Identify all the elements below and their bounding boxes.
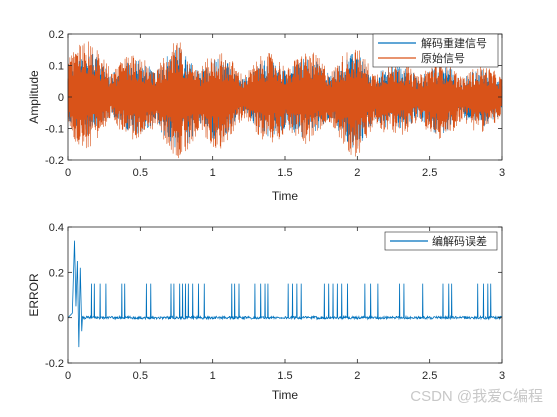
bottom-plot-ytick-label: 0.2 — [49, 267, 64, 279]
bottom-plot-xtick-label: 0.5 — [133, 370, 148, 382]
top-plot-ytick-label: 0 — [58, 92, 64, 104]
bottom-plot-xtick-label: 2.5 — [422, 370, 437, 382]
series-line-error — [67, 240, 503, 348]
top-plot-legend: 解码重建信号 原始信号 — [372, 33, 499, 68]
bottom-plot-xtick-label: 2 — [354, 370, 360, 382]
bottom-plot-legend: 编解码误差 — [384, 231, 498, 251]
top-plot-xtick-label: 2 — [354, 167, 360, 179]
watermark: CSDN @我爱C编程 — [410, 388, 543, 405]
bottom-plot-xlabel: Time — [272, 388, 299, 402]
top-plot-xtick-label: 0 — [65, 167, 71, 179]
bottom-plot-ytick-label: -0.2 — [45, 358, 64, 370]
top-plot-xlabel: Time — [272, 189, 299, 203]
top-plot-xtick-label: 3 — [499, 167, 505, 179]
top-plot-ytick-label: 0.2 — [49, 29, 64, 41]
top-plot-ylabel: Amplitude — [27, 70, 41, 124]
bottom-plot-ytick-label: 0 — [58, 313, 64, 325]
bottom-plot-xtick-label: 3 — [499, 370, 505, 382]
bottom-plot-error: 0 0.5 1 1.5 2 2.5 3-0.200.20.4 Time ERROR 编解码误… — [27, 222, 505, 402]
bottom-plot-xtick-label: 1 — [210, 370, 216, 382]
top-plot-xtick-label: 1 — [210, 167, 216, 179]
top-plot-ytick-label: 0.1 — [49, 61, 64, 73]
legend-label-error: 编解码误差 — [432, 234, 487, 248]
bottom-plot-xtick-label: 1.5 — [277, 370, 292, 382]
top-plot-ytick-label: -0.2 — [45, 155, 64, 167]
top-plot-xtick-label: 0.5 — [133, 167, 148, 179]
legend-label-original: 原始信号 — [421, 51, 465, 65]
top-plot-ytick-label: -0.1 — [45, 124, 64, 136]
top-plot-amplitude: 0 0.5 1 1.5 2 2.5 3 -0.2 -0.1 0 0.1 0.2 Time Amplit… — [27, 29, 505, 203]
bottom-plot-ytick-label: 0.4 — [49, 222, 64, 234]
series-line-original — [67, 41, 503, 159]
bottom-plot-xtick-label: 0 — [65, 370, 71, 382]
top-plot-xtick-label: 2.5 — [422, 167, 437, 179]
top-plot-xtick-label: 1.5 — [277, 167, 292, 179]
bottom-plot-ylabel: ERROR — [27, 273, 41, 317]
legend-label-reconstructed: 解码重建信号 — [421, 36, 487, 50]
